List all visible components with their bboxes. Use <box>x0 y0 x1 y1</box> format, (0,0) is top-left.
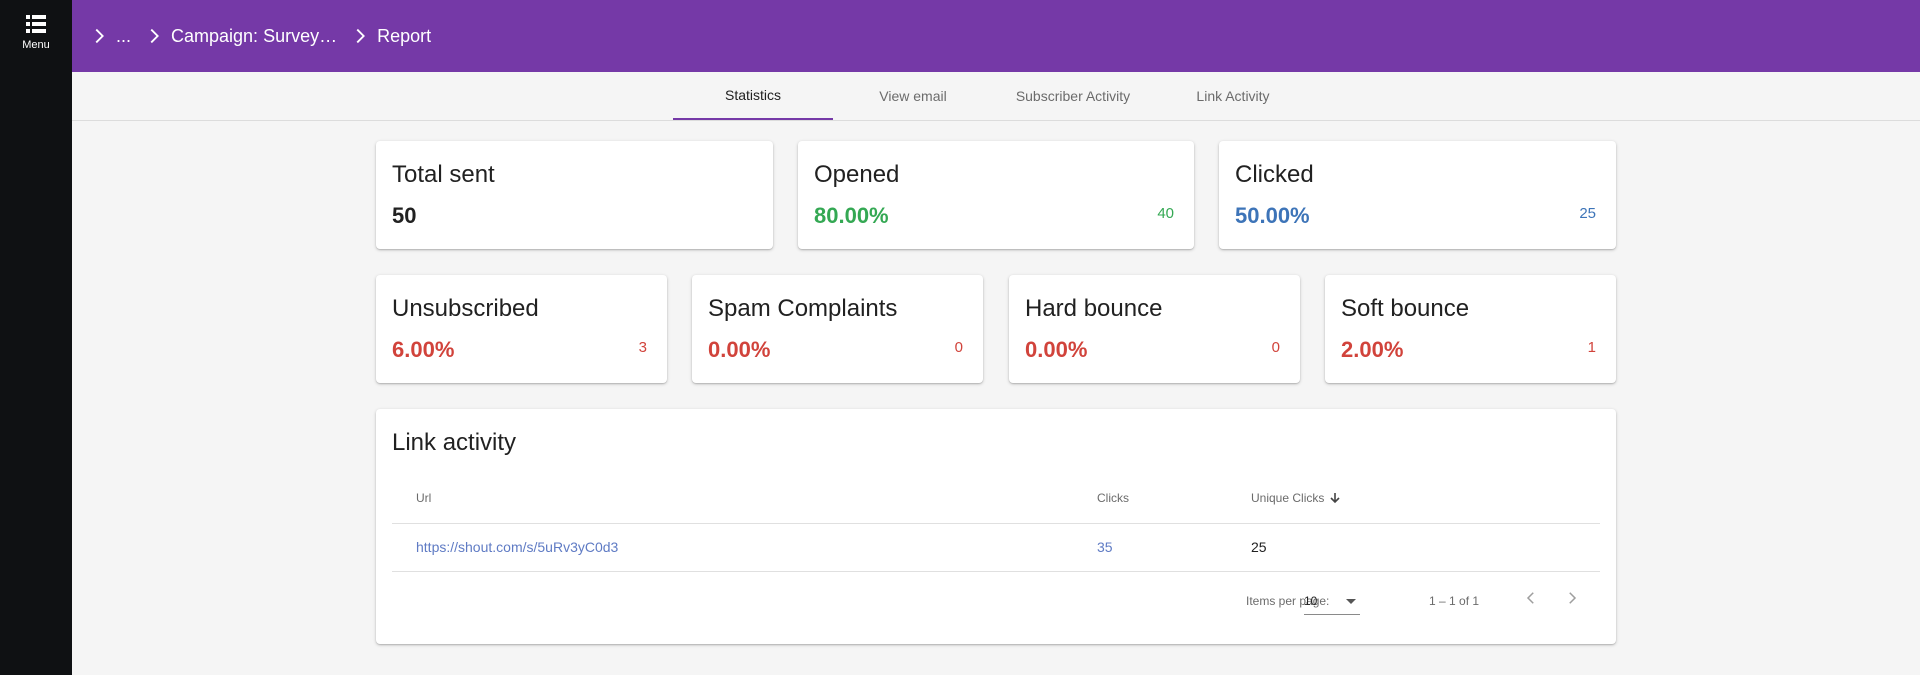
stat-count: 40 <box>1157 205 1174 222</box>
stat-title: Unsubscribed <box>392 295 539 322</box>
tab-subscriber-activity[interactable]: Subscriber Activity <box>1015 88 1131 104</box>
sidebar: Menu <box>0 0 72 675</box>
table-row-divider <box>392 571 1600 572</box>
stat-card-clicked: Clicked 50.00% 25 <box>1219 141 1616 249</box>
items-per-page-label: Items per page: <box>1246 594 1330 608</box>
tab-bar: Statistics View email Subscriber Activit… <box>72 72 1920 121</box>
pagination-range: 1 – 1 of 1 <box>1429 594 1480 608</box>
column-header-label: Unique Clicks <box>1251 491 1325 505</box>
items-per-page-value: 10 <box>1304 594 1318 608</box>
stat-value: 50.00% <box>1235 203 1310 228</box>
link-activity-card: Link activity Url Clicks Unique Clicks h… <box>376 409 1616 644</box>
stat-title: Spam Complaints <box>708 295 898 322</box>
tab-statistics[interactable]: Statistics <box>673 72 833 120</box>
stat-count: 25 <box>1579 205 1596 222</box>
chevron-right-icon <box>356 28 366 44</box>
chevron-right-icon <box>1569 592 1577 604</box>
stat-card-hard-bounce: Hard bounce 0.00% 0 <box>1009 275 1300 383</box>
stat-title: Opened <box>814 161 900 188</box>
chevron-right-icon <box>150 28 159 44</box>
stat-title: Clicked <box>1235 161 1314 188</box>
breadcrumb-report: Report <box>377 25 432 46</box>
stat-value: 80.00% <box>814 203 889 228</box>
stat-card-opened: Opened 80.00% 40 <box>798 141 1194 249</box>
stat-value: 0.00% <box>708 337 771 362</box>
stat-card-spam-complaints: Spam Complaints 0.00% 0 <box>692 275 983 383</box>
table-cell-unique-clicks: 25 <box>1251 539 1267 555</box>
stat-count: 1 <box>1587 339 1596 356</box>
stat-title: Total sent <box>392 161 495 188</box>
stat-card-soft-bounce: Soft bounce 2.00% 1 <box>1325 275 1616 383</box>
table-header-divider <box>392 523 1600 524</box>
column-header-url[interactable]: Url <box>416 491 432 505</box>
breadcrumb-campaign[interactable]: Campaign: Survey… <box>171 25 338 46</box>
list-menu-icon <box>26 15 46 33</box>
table-cell-url[interactable]: https://shout.com/s/5uRv3yC0d3 <box>416 539 619 555</box>
tab-link-activity[interactable]: Link Activity <box>1196 88 1270 104</box>
chevron-right-icon <box>95 28 104 44</box>
menu-label: Menu <box>22 39 50 51</box>
stat-value: 0.00% <box>1025 337 1088 362</box>
stat-card-total-sent: Total sent 50 <box>376 141 773 249</box>
previous-page-button[interactable] <box>1516 583 1546 613</box>
stat-count: 0 <box>954 339 963 356</box>
sort-arrow-down-icon <box>1330 493 1340 504</box>
chevron-left-icon <box>1526 592 1534 604</box>
next-page-button[interactable] <box>1557 583 1587 613</box>
column-header-unique-clicks[interactable]: Unique Clicks <box>1251 491 1342 505</box>
breadcrumb-ellipsis[interactable]: ... <box>116 25 132 46</box>
breadcrumb: ... Campaign: Survey… Report <box>72 0 1920 72</box>
stat-count: 0 <box>1271 339 1280 356</box>
stat-value: 6.00% <box>392 337 455 362</box>
stat-title: Hard bounce <box>1025 295 1163 322</box>
stat-value: 2.00% <box>1341 337 1404 362</box>
stat-title: Soft bounce <box>1341 295 1470 322</box>
stat-count: 3 <box>638 339 647 356</box>
stat-card-unsubscribed: Unsubscribed 6.00% 3 <box>376 275 667 383</box>
dropdown-arrow-icon <box>1346 599 1356 604</box>
menu-button[interactable]: Menu <box>0 12 72 58</box>
items-per-page-select[interactable]: 10 <box>1304 585 1360 615</box>
tab-view-email[interactable]: View email <box>879 88 947 104</box>
stat-value: 50 <box>392 203 417 228</box>
table-cell-clicks[interactable]: 35 <box>1097 539 1113 555</box>
column-header-clicks[interactable]: Clicks <box>1097 491 1129 505</box>
link-activity-title: Link activity <box>392 429 517 456</box>
